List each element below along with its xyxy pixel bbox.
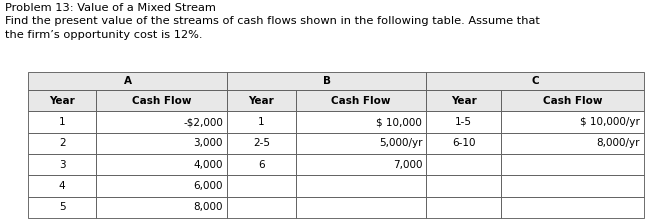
Text: 1: 1 [258, 117, 265, 127]
Bar [28, 72, 227, 90]
Bar [227, 175, 295, 197]
Bar [96, 90, 227, 111]
Text: 1: 1 [59, 117, 66, 127]
Bar [501, 175, 644, 197]
Bar [227, 111, 295, 133]
Bar [295, 133, 426, 154]
Bar [426, 90, 501, 111]
Text: 4: 4 [59, 181, 66, 191]
Bar [96, 111, 227, 133]
Text: 2-5: 2-5 [253, 138, 270, 148]
Text: 7,000: 7,000 [393, 160, 422, 170]
Bar [28, 133, 96, 154]
Bar [501, 90, 644, 111]
Text: 2: 2 [59, 138, 66, 148]
Bar [501, 197, 644, 218]
Text: 6: 6 [258, 160, 265, 170]
Text: $ 10,000: $ 10,000 [376, 117, 422, 127]
Bar [227, 154, 295, 175]
Bar [501, 133, 644, 154]
Text: Cash Flow: Cash Flow [331, 96, 391, 106]
Text: 6,000: 6,000 [194, 181, 223, 191]
Text: 4,000: 4,000 [194, 160, 223, 170]
Text: Year: Year [248, 96, 274, 106]
Bar [28, 90, 96, 111]
Text: 5,000/yr: 5,000/yr [379, 138, 422, 148]
Text: 5: 5 [59, 202, 66, 212]
Text: Year: Year [50, 96, 75, 106]
Bar [227, 72, 426, 90]
Bar [28, 175, 96, 197]
Bar [96, 154, 227, 175]
Bar [295, 197, 426, 218]
Text: -$2,000: -$2,000 [183, 117, 223, 127]
Text: 3: 3 [59, 160, 66, 170]
Bar [28, 154, 96, 175]
Bar [295, 154, 426, 175]
Bar [28, 111, 96, 133]
Bar [295, 175, 426, 197]
Bar [426, 175, 501, 197]
Bar [28, 197, 96, 218]
Bar [96, 175, 227, 197]
Text: Cash Flow: Cash Flow [542, 96, 602, 106]
Text: 6-10: 6-10 [452, 138, 475, 148]
Text: the firm’s opportunity cost is 12%.: the firm’s opportunity cost is 12%. [5, 30, 203, 40]
Text: 1-5: 1-5 [455, 117, 472, 127]
Text: A: A [124, 76, 132, 86]
Bar [426, 111, 501, 133]
Text: B: B [323, 76, 331, 86]
Text: Problem 13: Value of a Mixed Stream: Problem 13: Value of a Mixed Stream [5, 3, 216, 13]
Text: $ 10,000/yr: $ 10,000/yr [580, 117, 640, 127]
Bar [426, 72, 644, 90]
Bar [501, 111, 644, 133]
Bar [426, 154, 501, 175]
Text: Cash Flow: Cash Flow [132, 96, 192, 106]
Text: 3,000: 3,000 [194, 138, 223, 148]
Bar [501, 154, 644, 175]
Bar [96, 133, 227, 154]
Text: Year: Year [451, 96, 477, 106]
Bar [96, 197, 227, 218]
Text: 8,000: 8,000 [194, 202, 223, 212]
Text: C: C [531, 76, 539, 86]
Bar [295, 90, 426, 111]
Bar [227, 197, 295, 218]
Text: 8,000/yr: 8,000/yr [597, 138, 640, 148]
Text: Find the present value of the streams of cash flows shown in the following table: Find the present value of the streams of… [5, 16, 540, 26]
Bar [227, 133, 295, 154]
Bar [227, 90, 295, 111]
Bar [426, 133, 501, 154]
Bar [295, 111, 426, 133]
Bar [426, 197, 501, 218]
